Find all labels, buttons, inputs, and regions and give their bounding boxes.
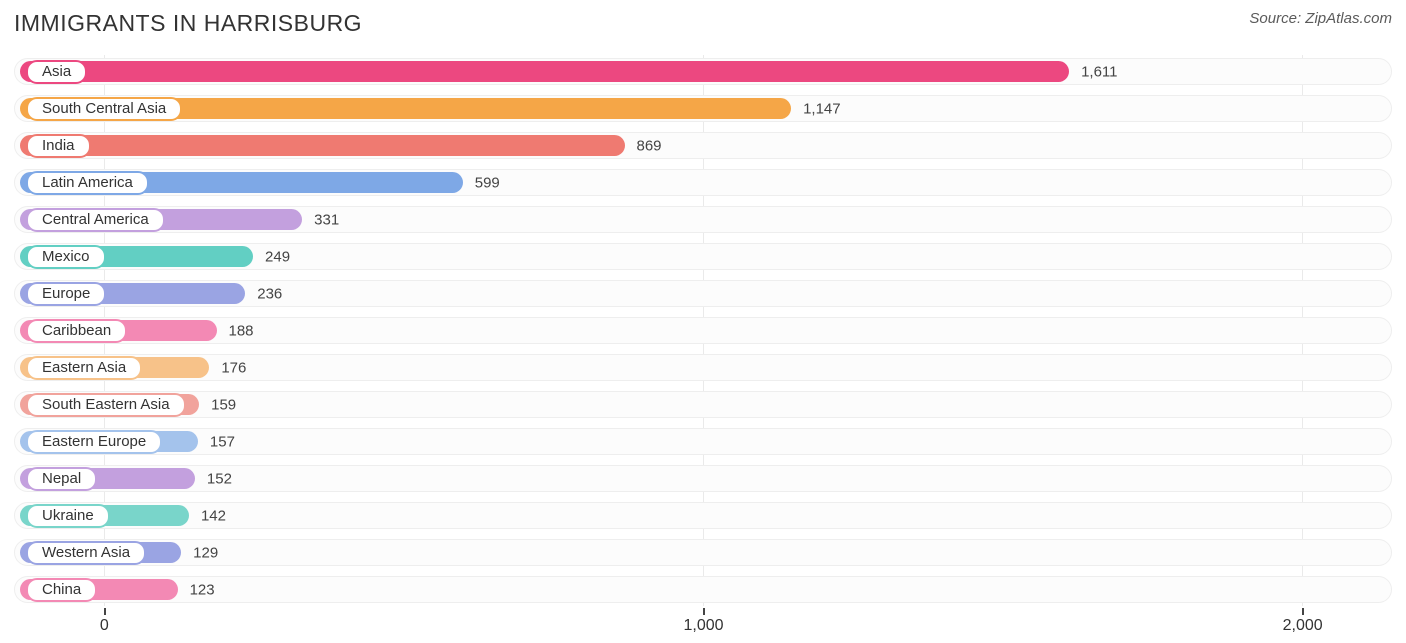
tick-label: 0	[100, 617, 109, 635]
bar	[20, 135, 625, 156]
bar-row: Western Asia 129	[14, 536, 1392, 569]
source-attribution: Source: ZipAtlas.com	[1249, 10, 1392, 27]
bar-row: South Eastern Asia 159	[14, 388, 1392, 421]
value-label: 123	[190, 581, 215, 598]
plot-area: Asia 1,611 South Central Asia 1,147 India 869…	[14, 55, 1392, 606]
bar-row: Eastern Asia 176	[14, 351, 1392, 384]
bar-row: South Central Asia 1,147	[14, 92, 1392, 125]
value-label: 176	[221, 359, 246, 376]
x-tick: 1,000	[703, 608, 704, 615]
value-label: 129	[193, 544, 218, 561]
tick-mark	[104, 608, 106, 615]
category-pill: Eastern Asia	[26, 356, 142, 380]
tick-label: 2,000	[1283, 617, 1323, 635]
value-label: 249	[265, 248, 290, 265]
source-label: Source:	[1249, 10, 1301, 27]
bar-row: Eastern Europe 157	[14, 425, 1392, 458]
bar-row: China 123	[14, 573, 1392, 606]
bar-row: Mexico 249	[14, 240, 1392, 273]
bar-row: Asia 1,611	[14, 55, 1392, 88]
tick-mark	[1302, 608, 1304, 615]
x-axis: 0 1,000 2,000	[14, 608, 1392, 643]
category-pill: Asia	[26, 60, 87, 84]
value-label: 599	[475, 174, 500, 191]
source-value: ZipAtlas.com	[1305, 10, 1392, 27]
value-label: 142	[201, 507, 226, 524]
category-pill: Eastern Europe	[26, 430, 162, 454]
bar-row: Caribbean 188	[14, 314, 1392, 347]
bar-row: Nepal 152	[14, 462, 1392, 495]
value-label: 1,611	[1081, 63, 1117, 80]
category-pill: Central America	[26, 208, 165, 232]
category-pill: India	[26, 134, 91, 158]
bar	[20, 61, 1069, 82]
value-label: 236	[257, 285, 282, 302]
chart-title: IMMIGRANTS IN HARRISBURG	[14, 10, 362, 37]
value-label: 869	[637, 137, 662, 154]
tick-label: 1,000	[683, 617, 723, 635]
x-tick: 0	[104, 608, 105, 615]
value-label: 188	[229, 322, 254, 339]
bar-track	[14, 576, 1392, 603]
bar-row: Central America 331	[14, 203, 1392, 236]
category-pill: Caribbean	[26, 319, 127, 343]
category-pill: Mexico	[26, 245, 106, 269]
value-label: 152	[207, 470, 232, 487]
category-pill: China	[26, 578, 97, 602]
value-label: 159	[211, 396, 236, 413]
category-pill: South Central Asia	[26, 97, 182, 121]
x-tick: 2,000	[1302, 608, 1303, 615]
category-pill: Nepal	[26, 467, 97, 491]
value-label: 157	[210, 433, 235, 450]
category-pill: Latin America	[26, 171, 149, 195]
tick-mark	[703, 608, 705, 615]
value-label: 1,147	[803, 100, 841, 117]
category-pill: Europe	[26, 282, 106, 306]
chart-container: IMMIGRANTS IN HARRISBURG Source: ZipAtla…	[0, 0, 1406, 643]
bar-track	[14, 317, 1392, 344]
category-pill: Western Asia	[26, 541, 146, 565]
header: IMMIGRANTS IN HARRISBURG Source: ZipAtla…	[14, 10, 1392, 37]
bar-row: Latin America 599	[14, 166, 1392, 199]
category-pill: South Eastern Asia	[26, 393, 186, 417]
bar-track	[14, 539, 1392, 566]
bar-row: Ukraine 142	[14, 499, 1392, 532]
bar-row: Europe 236	[14, 277, 1392, 310]
category-pill: Ukraine	[26, 504, 110, 528]
bar-row: India 869	[14, 129, 1392, 162]
value-label: 331	[314, 211, 339, 228]
